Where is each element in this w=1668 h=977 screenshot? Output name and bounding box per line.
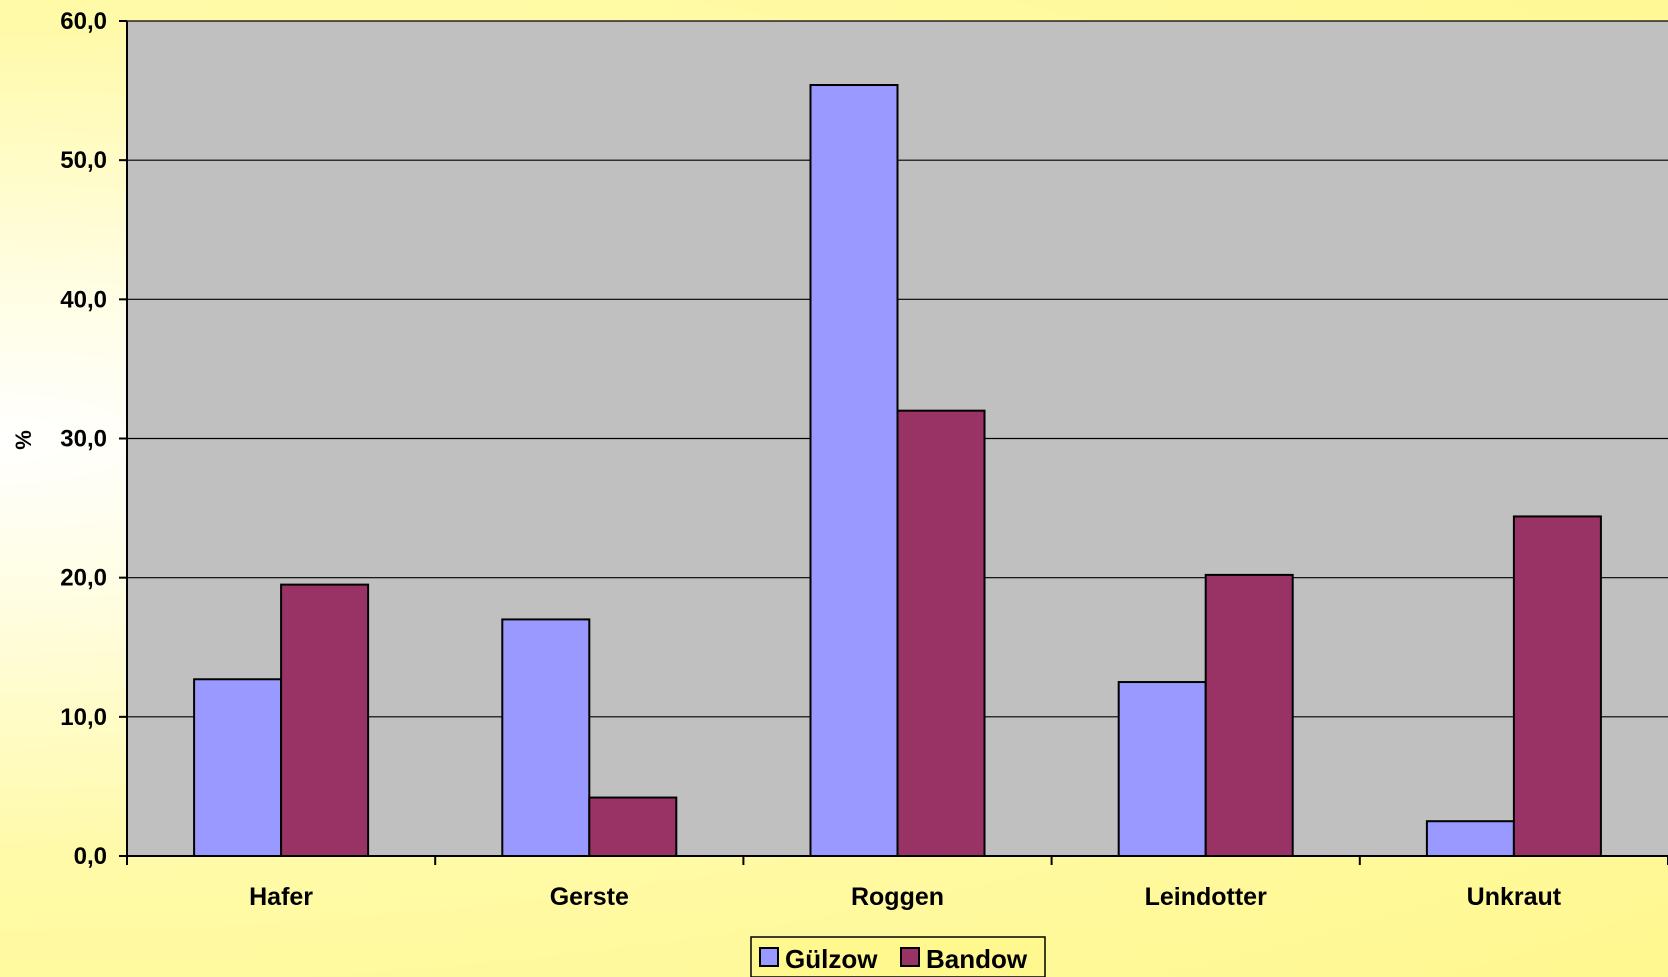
x-axis-labels: Hafer Gerste Roggen Leindotter Unkraut: [249, 883, 1562, 911]
legend-box: [750, 936, 1046, 977]
x-tick-label: Leindotter: [1145, 883, 1267, 911]
y-tick-label: 20,0: [60, 565, 107, 592]
bars: [193, 84, 1602, 858]
y-tick-label: 0,0: [74, 843, 107, 870]
legend-label-bandow: Bandow: [926, 944, 1028, 974]
x-tick-label: Unkraut: [1467, 883, 1562, 911]
bar-unkraut-guelzow: [1425, 820, 1515, 857]
y-tick-label: 50,0: [60, 147, 107, 174]
bar-unkraut-bandow: [1512, 515, 1602, 858]
bar-hafer-bandow: [280, 583, 370, 857]
x-tick-label: Roggen: [851, 883, 944, 911]
legend: Gülzow Bandow: [750, 936, 1046, 977]
y-tick-label: 60,0: [60, 8, 107, 35]
x-tick-label: Gerste: [550, 883, 629, 911]
bar-gerste-guelzow: [501, 618, 591, 858]
y-axis-ticks: 0,0 10,0 20,0 30,0 40,0 50,0 60,0: [60, 8, 127, 870]
legend-swatch-guelzow: [759, 947, 779, 967]
legend-swatch-bandow: [900, 947, 920, 967]
y-tick-label: 10,0: [60, 704, 107, 731]
y-axis-title: %: [11, 430, 36, 450]
bar-leindotter-bandow: [1204, 573, 1294, 858]
legend-label-guelzow: Gülzow: [785, 944, 878, 974]
bar-roggen-bandow: [896, 409, 986, 857]
y-tick-label: 40,0: [60, 286, 107, 313]
bar-leindotter-guelzow: [1117, 681, 1207, 858]
bar-gerste-bandow: [588, 796, 678, 857]
x-tick-label: Hafer: [249, 883, 313, 911]
y-tick-label: 30,0: [60, 426, 107, 453]
bar-roggen-guelzow: [809, 84, 899, 858]
bar-hafer-guelzow: [193, 678, 283, 858]
